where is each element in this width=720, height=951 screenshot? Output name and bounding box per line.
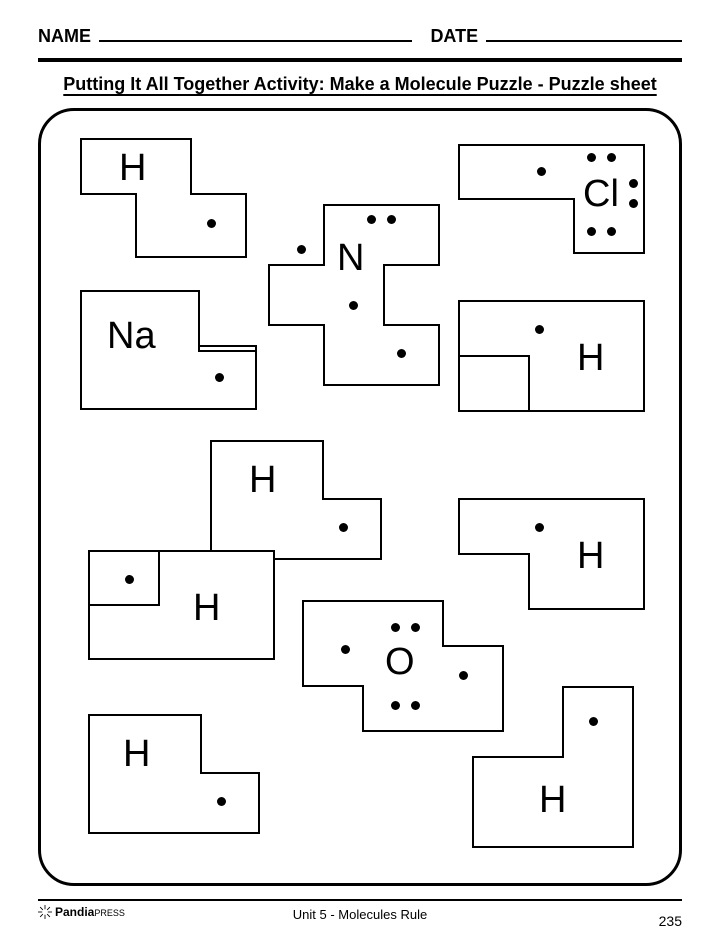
piece-h-3: H <box>211 441 381 559</box>
electron-dot <box>589 717 598 726</box>
electron-dot <box>387 215 396 224</box>
page-number: 235 <box>659 913 682 929</box>
name-label: NAME <box>38 26 91 47</box>
element-label: H <box>119 147 146 190</box>
piece-h-6: H <box>89 715 259 833</box>
electron-dot <box>341 645 350 654</box>
piece-h-1: H <box>81 139 246 257</box>
electron-dot <box>629 179 638 188</box>
piece-h-5: H <box>89 551 274 659</box>
electron-dot <box>397 349 406 358</box>
element-label: N <box>337 237 364 280</box>
electron-dot <box>607 227 616 236</box>
element-label: H <box>123 733 150 776</box>
element-label: H <box>249 459 276 502</box>
electron-dot <box>207 219 216 228</box>
electron-dot <box>535 523 544 532</box>
electron-dot <box>215 373 224 382</box>
worksheet-title: Putting It All Together Activity: Make a… <box>0 74 720 95</box>
electron-dot <box>297 245 306 254</box>
electron-dot <box>367 215 376 224</box>
electron-dot <box>607 153 616 162</box>
piece-n: N <box>269 205 439 385</box>
electron-dot <box>349 301 358 310</box>
electron-dot <box>459 671 468 680</box>
name-input-line[interactable] <box>99 24 412 42</box>
electron-dot <box>411 701 420 710</box>
piece-h-7: H <box>473 687 633 847</box>
header-rule <box>38 58 682 62</box>
element-label: Na <box>107 315 156 358</box>
electron-dot <box>391 701 400 710</box>
header-row: NAME DATE <box>38 24 682 47</box>
electron-dot <box>339 523 348 532</box>
element-label: O <box>385 641 415 684</box>
electron-dot <box>587 153 596 162</box>
element-label: H <box>577 535 604 578</box>
footer-rule <box>38 899 682 901</box>
element-label: H <box>539 779 566 822</box>
electron-dot <box>629 199 638 208</box>
footer: PandiaPRESS Unit 5 - Molecules Rule 235 <box>0 899 720 929</box>
unit-text: Unit 5 - Molecules Rule <box>0 907 720 922</box>
piece-na: Na <box>81 291 256 409</box>
electron-dot <box>125 575 134 584</box>
puzzle-board: H Cl N <box>38 108 682 886</box>
electron-dot <box>217 797 226 806</box>
piece-h-2: H <box>459 301 644 411</box>
date-input-line[interactable] <box>486 24 682 42</box>
electron-dot <box>535 325 544 334</box>
piece-h-4: H <box>459 499 644 609</box>
date-label: DATE <box>430 26 478 47</box>
piece-cl: Cl <box>459 145 644 253</box>
electron-dot <box>587 227 596 236</box>
element-label: Cl <box>583 173 619 216</box>
electron-dot <box>391 623 400 632</box>
electron-dot <box>411 623 420 632</box>
electron-dot <box>537 167 546 176</box>
element-label: H <box>193 587 220 630</box>
element-label: H <box>577 337 604 380</box>
